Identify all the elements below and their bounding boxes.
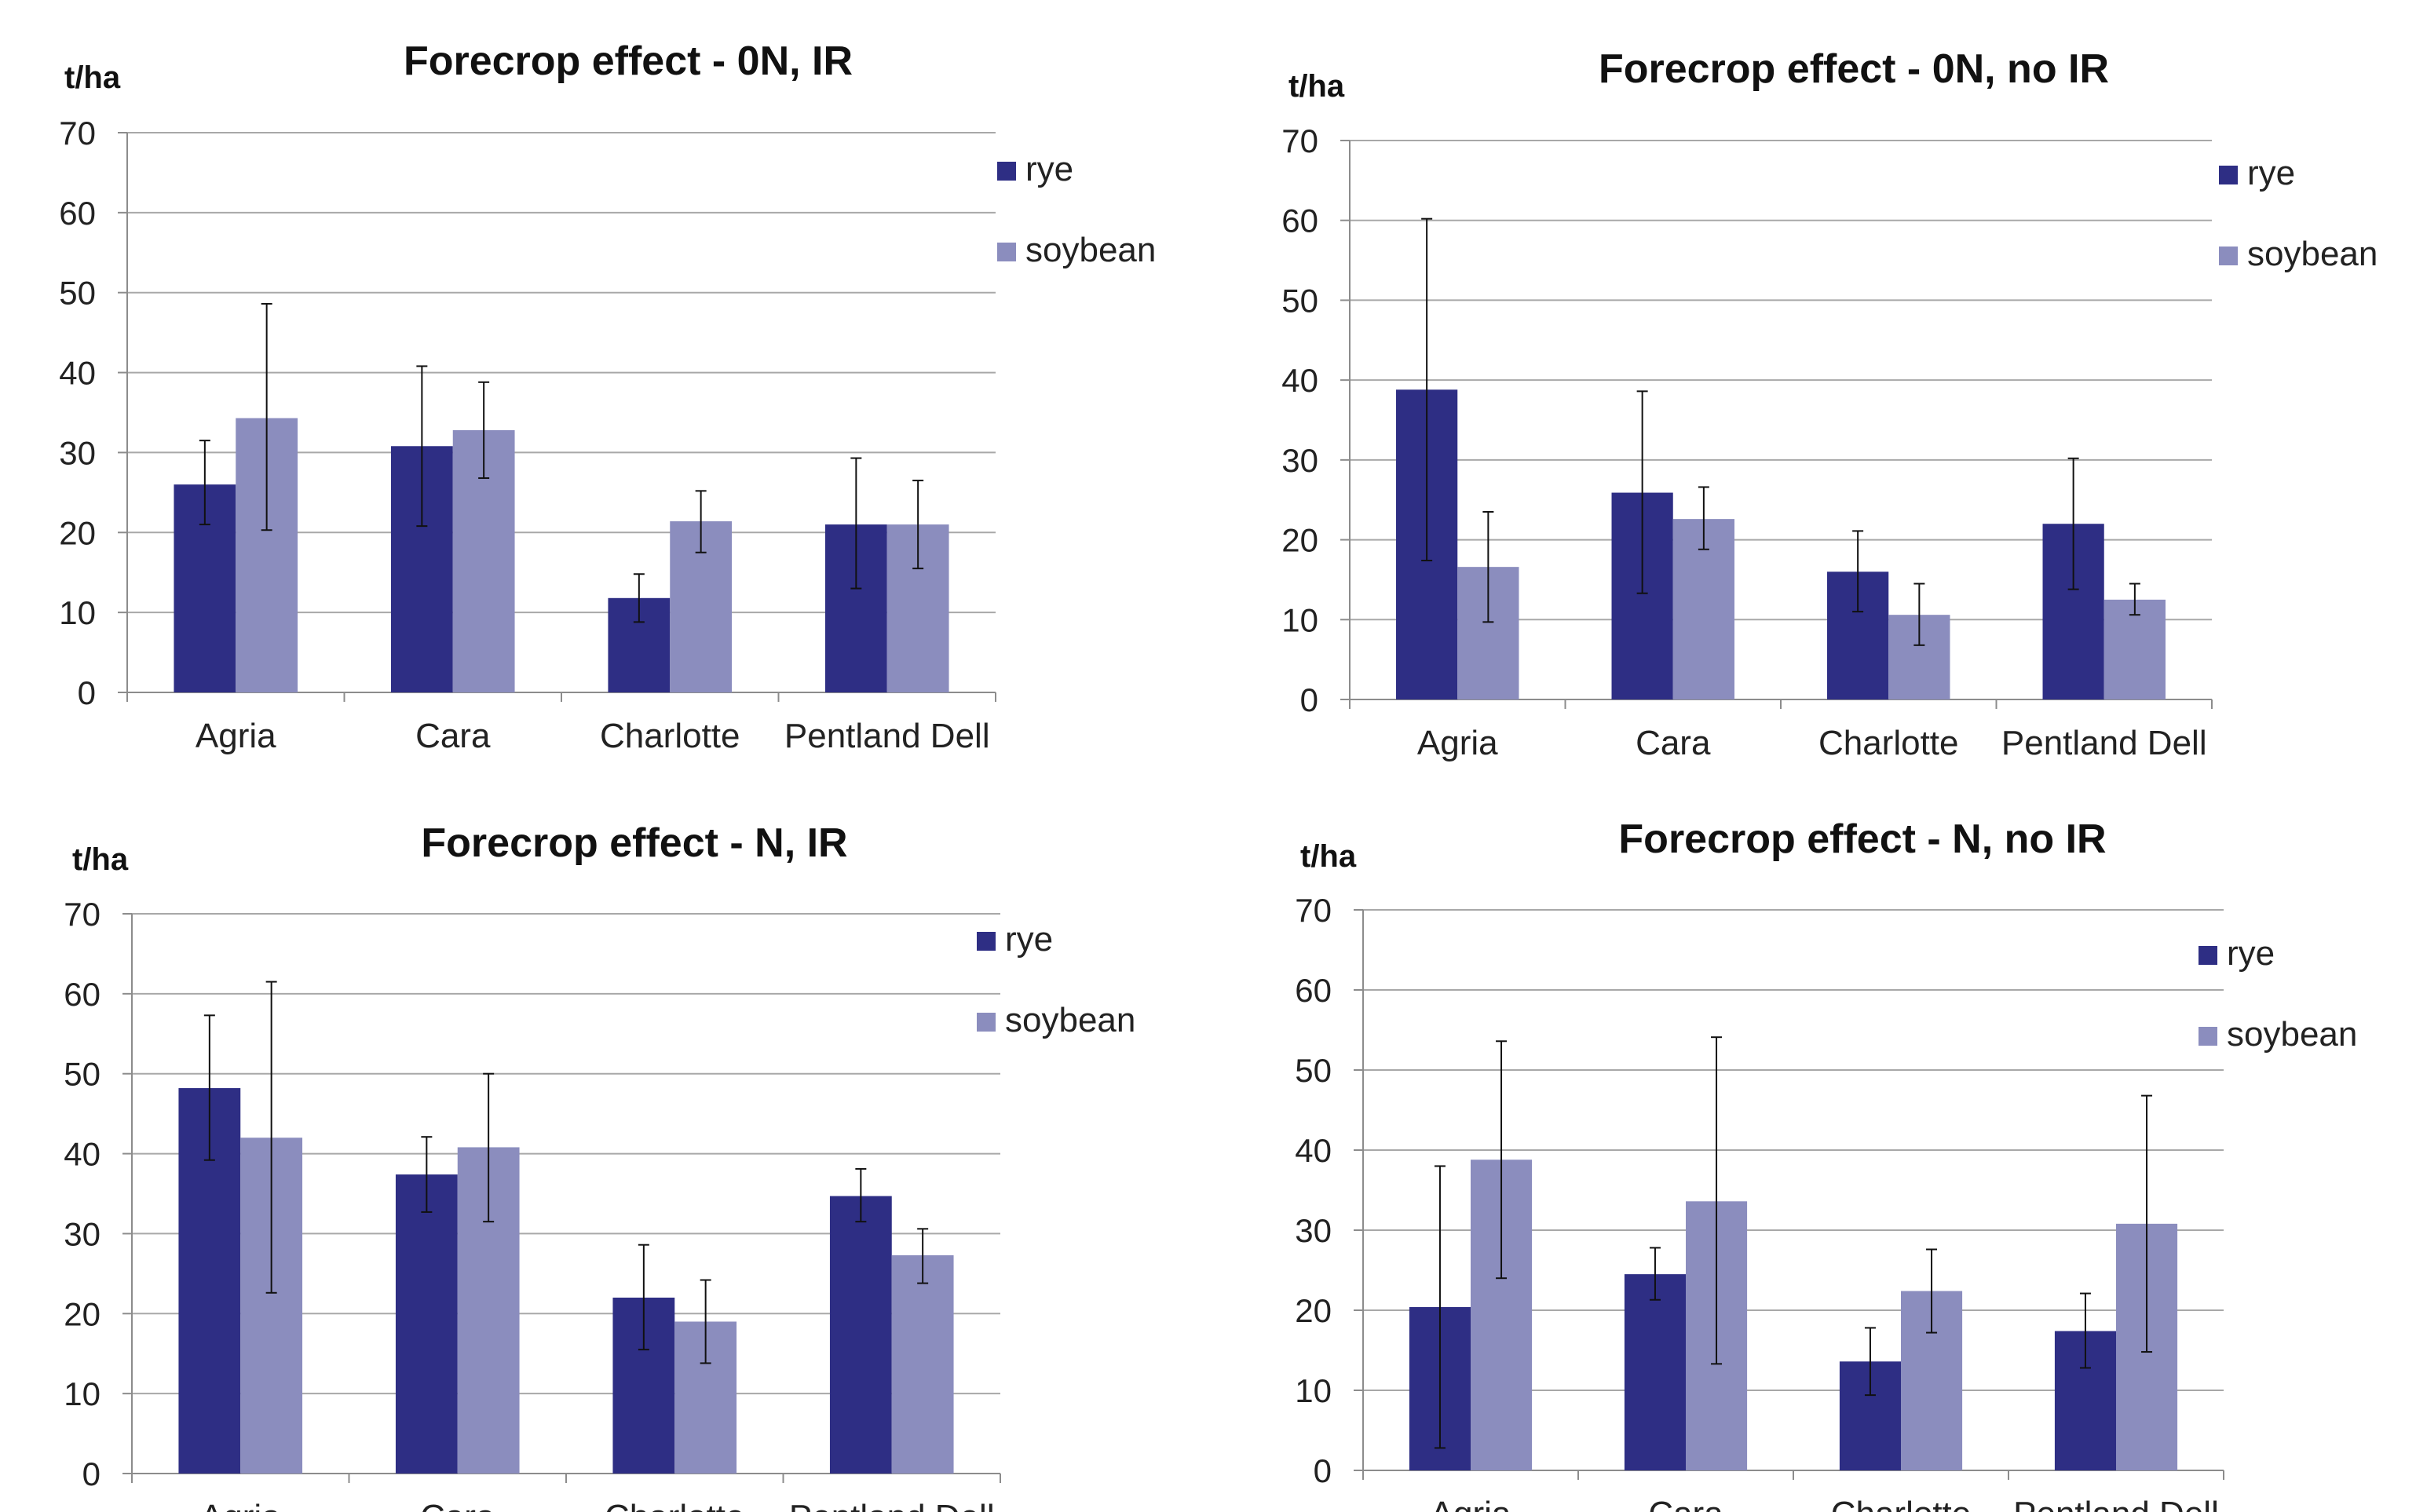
y-tick-label: 30 [1281, 442, 1318, 479]
legend-swatch-soybean [2199, 1027, 2217, 1046]
y-tick-label: 40 [59, 355, 96, 392]
bar-rye-cara [1624, 1274, 1686, 1470]
x-category-label: Pentland Dell [2013, 1495, 2219, 1512]
x-category-label: Agria [1417, 724, 1498, 762]
legend-swatch-rye [2219, 166, 2238, 184]
y-tick-label: 10 [1281, 601, 1318, 638]
y-tick-label: 10 [64, 1375, 101, 1412]
y-tick-label: 20 [59, 514, 96, 551]
x-category-label: Cara [1636, 724, 1711, 762]
legend-swatch-rye [977, 932, 996, 951]
y-tick-label: 70 [1281, 122, 1318, 159]
bar-rye-pentland-dell [829, 1196, 892, 1474]
y-unit-label: t/ha [1288, 69, 1345, 104]
y-tick-label: 20 [1295, 1292, 1332, 1329]
x-category-label: Agria [1431, 1495, 1511, 1512]
chart-title: Forecrop effect - 0N, no IR [1599, 46, 2109, 92]
y-tick-label: 50 [59, 275, 96, 312]
legend-label-rye: rye [1005, 920, 1053, 959]
y-tick-label: 70 [64, 896, 101, 933]
y-tick-label: 20 [1281, 522, 1318, 559]
chart-title: Forecrop effect - 0N, IR [404, 38, 853, 84]
y-tick-label: 10 [1295, 1372, 1332, 1409]
y-tick-label: 50 [64, 1056, 101, 1093]
y-tick-label: 30 [59, 434, 96, 471]
legend-swatch-rye [997, 162, 1016, 181]
x-category-label: Cara [1648, 1495, 1723, 1512]
y-tick-label: 70 [1295, 892, 1332, 929]
bar-soybean-pentland-dell [891, 1255, 954, 1474]
legend-swatch-soybean [2219, 247, 2238, 265]
legend-label-soybean: soybean [1005, 1001, 1135, 1039]
y-unit-label: t/ha [72, 842, 129, 877]
y-tick-label: 60 [59, 195, 96, 232]
chart-panel-2: Forecrop effect - 0N, no IR t/ha 0 10 20 30 40… [1281, 46, 2378, 762]
bar-rye-cara [395, 1174, 458, 1474]
legend-label-rye: rye [2247, 154, 2295, 192]
legend-label-soybean: soybean [2247, 235, 2378, 273]
y-tick-label: 60 [1281, 203, 1318, 239]
x-category-label: Charlotte [1818, 724, 1959, 762]
y-tick-label: 40 [1281, 362, 1318, 399]
y-tick-label: 50 [1281, 282, 1318, 319]
chart-title: Forecrop effect - N, no IR [1618, 816, 2106, 862]
y-tick-label: 40 [64, 1136, 101, 1173]
y-unit-label: t/ha [1300, 839, 1357, 874]
legend-label-rye: rye [1025, 150, 1073, 188]
y-tick-label: 10 [59, 594, 96, 631]
chart-panel-4: Forecrop effect - N, no IR t/ha 0 10 20 30 40 5… [1295, 816, 2357, 1512]
x-category-label: Charlotte [605, 1498, 745, 1512]
x-category-label: Pentland Dell [789, 1498, 995, 1512]
x-category-label: Cara [420, 1498, 495, 1512]
legend-label-rye: rye [2227, 934, 2275, 973]
x-category-label: Pentland Dell [784, 717, 990, 755]
legend-swatch-soybean [997, 243, 1016, 261]
y-tick-label: 30 [1295, 1212, 1332, 1249]
x-category-label: Cara [415, 717, 491, 755]
x-category-label: Agria [196, 717, 276, 755]
y-tick-label: 40 [1295, 1132, 1332, 1169]
y-unit-label: t/ha [64, 60, 121, 95]
bar-soybean-pentland-dell [2103, 599, 2166, 699]
legend-swatch-rye [2199, 946, 2217, 965]
x-category-label: Charlotte [600, 717, 740, 755]
y-tick-label: 0 [82, 1455, 101, 1492]
x-category-label: Charlotte [1831, 1495, 1972, 1512]
chart-panel-3: Forecrop effect - N, IR t/ha 0 10 20 30 40 50 60… [64, 820, 1135, 1512]
chart-panel-1: Forecrop effect - 0N, IR t/ha 0 10 20 30 40 50 6… [59, 38, 1156, 755]
y-tick-label: 60 [64, 976, 101, 1013]
y-tick-label: 30 [64, 1215, 101, 1252]
y-tick-label: 0 [1300, 681, 1318, 718]
chart-title: Forecrop effect - N, IR [421, 820, 847, 866]
x-category-label: Pentland Dell [2001, 724, 2207, 762]
legend-swatch-soybean [977, 1013, 996, 1032]
y-tick-label: 60 [1295, 972, 1332, 1009]
y-tick-label: 0 [78, 674, 96, 711]
legend-label-soybean: soybean [1025, 231, 1156, 269]
legend-label-soybean: soybean [2227, 1015, 2357, 1054]
y-tick-label: 20 [64, 1295, 101, 1332]
y-tick-label: 50 [1295, 1052, 1332, 1089]
y-tick-label: 0 [1314, 1452, 1332, 1489]
x-category-label: Agria [200, 1498, 281, 1512]
y-tick-label: 70 [59, 115, 96, 152]
